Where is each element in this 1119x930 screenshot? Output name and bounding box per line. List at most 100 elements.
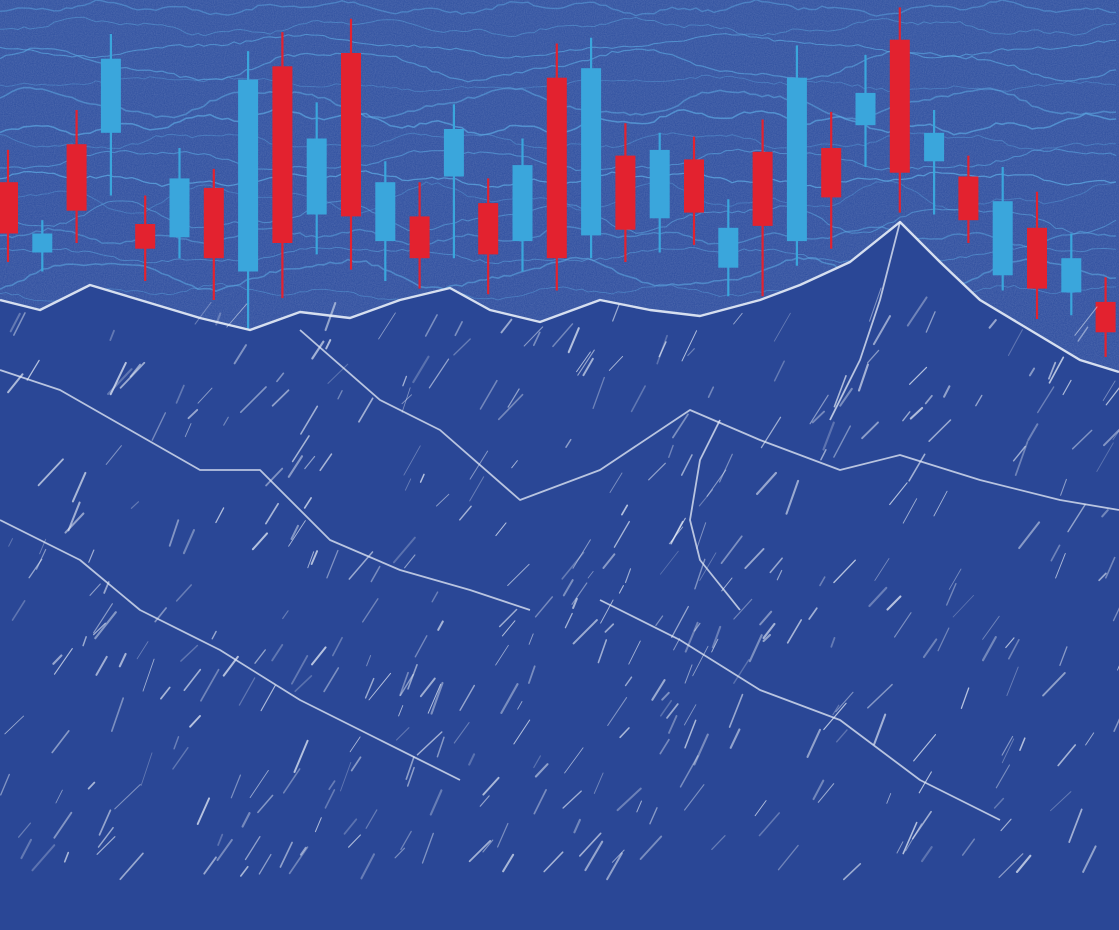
chalk-stroke [578,832,602,857]
chalk-stroke [271,643,284,662]
chalk-stroke [835,691,854,713]
chalk-stroke [886,595,902,611]
chalk-stroke [349,736,361,753]
chalk-stroke [528,633,534,645]
chalk-stroke [744,548,765,570]
chalk-stroke [332,636,343,657]
chalk-stroke [1042,672,1066,697]
chalk-stroke [624,568,632,584]
candle [306,102,327,255]
chalk-stroke [118,652,127,668]
chalk-stroke [4,715,25,735]
chalk-stroke [748,634,763,663]
chalk-stroke [1006,666,1019,697]
chalk-stroke [534,596,554,618]
chalk-stroke [609,472,623,493]
chalk-stroke [1113,718,1119,732]
chalk-stroke [902,498,918,524]
chalk-stroke [130,501,140,509]
chalk-stroke [93,622,106,636]
chalk-stroke [1007,638,1020,660]
wave-line [0,16,1117,38]
chalk-stroke [866,349,880,364]
chalk-stroke [918,771,932,794]
candle [958,155,979,243]
chalk-stroke [960,687,970,709]
candle [135,195,156,281]
candle [1027,191,1047,319]
chalk-stroke [437,620,444,631]
chalk-stroke [98,809,112,836]
chalk-stroke [136,641,149,660]
chalk-stroke [572,539,591,569]
chalk-stroke [368,672,392,701]
candle [684,136,704,245]
chalk-stroke [495,644,509,666]
chalk-stroke [496,822,509,848]
candle-body [66,144,87,211]
chalk-stroke [696,522,707,549]
chalk-stroke [809,394,829,425]
candle-body [718,227,739,268]
candle-body [306,138,327,215]
chalk-stroke [1077,326,1089,342]
chalk-stroke [392,536,416,564]
chalk-stroke [604,623,615,633]
chalk-stroke [762,633,771,643]
chalk-stroke [223,416,229,426]
chalk-stroke [501,620,516,637]
chalk-stroke [226,303,248,328]
chalk-stroke [196,797,211,825]
chalk-stroke [8,538,14,547]
candle-body [855,92,876,126]
chalk-stroke [358,397,374,423]
chalk-stroke [314,817,322,833]
chalk-stroke [428,358,450,389]
chalk-stroke [639,835,663,860]
chalk-stroke [839,387,853,407]
chalk-stroke [194,301,212,325]
chalk-stroke [326,549,339,579]
chalk-stroke [9,312,21,333]
chalk-hatching [0,287,1119,881]
chalk-stroke [337,390,343,400]
chalk-stroke [406,766,415,787]
candle [238,51,259,329]
chalk-stroke [666,703,679,719]
candle [443,104,464,259]
chalk-stroke [71,471,87,503]
chalk-stroke [1014,440,1029,476]
chalk-stroke [582,357,594,377]
chalk-stroke [552,323,574,348]
chalk-stroke [1048,361,1057,380]
chalk-stroke [360,853,376,880]
chalk-stroke [479,795,490,807]
chalk-stroke [507,563,530,586]
chalk-stroke [13,312,26,336]
chalk-stroke [431,591,439,603]
chalk-stroke [404,478,412,491]
chalk-stroke [244,836,261,861]
chalk-stroke [31,844,56,872]
chalk-stroke [1105,387,1119,406]
chalk-stroke [543,851,564,873]
candle [649,132,670,253]
mountain-sketch [0,220,1119,930]
chalk-stroke [276,372,285,383]
chalk-stroke [894,612,912,638]
chalk-stroke [251,532,269,551]
chalk-stroke [364,677,375,699]
candle-body [684,159,704,213]
candle-body [752,151,773,226]
chalk-stroke [995,764,1011,789]
chalk-stroke [998,853,1024,878]
chalk-stroke [593,772,604,794]
chalk-stroke [577,349,595,376]
candle-body [341,53,361,217]
chalk-stroke [823,702,847,731]
chalk-stroke [773,312,791,342]
chalk-stroke [482,839,494,853]
chalk-stroke [602,553,616,569]
chalk-stroke [288,520,306,547]
